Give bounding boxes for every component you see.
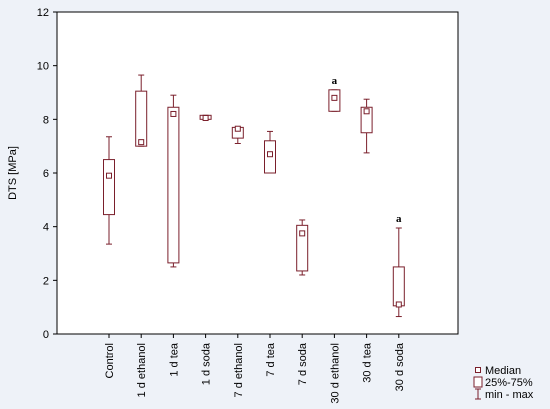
y-axis-title: DTS [MPa]	[7, 146, 19, 200]
x-axis: Control 1 d ethanol 1 d tea 1 d soda 7 d eth…	[104, 334, 406, 404]
box-4	[231, 125, 244, 144]
annotation-7: a	[332, 75, 338, 87]
median-marker	[299, 230, 306, 237]
box-2	[167, 94, 180, 268]
median-marker	[202, 114, 209, 121]
iqr-box	[296, 224, 309, 272]
legend-item-box: 25%-75%	[473, 376, 533, 389]
median-marker	[363, 108, 370, 115]
legend-box-icon	[473, 376, 483, 388]
median-marker	[170, 110, 177, 117]
x-tick-label-4: 7 d ethanol	[233, 343, 245, 397]
median-marker	[106, 172, 112, 179]
y-tick-label-2: 2	[43, 275, 49, 287]
legend-item-whisker: min - max	[475, 388, 534, 401]
plot-area	[56, 11, 459, 335]
box-9: a	[392, 213, 405, 318]
legend-label-median: Median	[485, 365, 521, 377]
iqr-box	[135, 90, 148, 147]
median-marker	[267, 151, 273, 158]
legend-label-whisker: min - max	[485, 389, 534, 401]
box-7: a	[328, 75, 341, 112]
y-tick-label-10: 10	[37, 61, 49, 73]
box-6	[296, 219, 309, 276]
median-marker	[331, 94, 338, 101]
y-tick-label-4: 4	[43, 222, 49, 234]
legend-label-box: 25%-75%	[485, 377, 533, 389]
box-1	[135, 74, 148, 147]
x-tick-label-5: 7 d tea	[265, 342, 277, 377]
legend-item-median: Median	[475, 365, 521, 377]
x-tick-label-7: 30 d ethanol	[329, 343, 341, 404]
x-tick-label-2: 1 d tea	[168, 342, 180, 377]
iqr-box	[167, 106, 180, 264]
y-tick-label-12: 12	[37, 7, 49, 19]
box-0	[103, 136, 115, 245]
iqr-box	[392, 266, 405, 307]
y-tick-label-0: 0	[43, 329, 49, 341]
y-tick-label-6: 6	[43, 168, 49, 180]
box-5	[264, 130, 276, 174]
box-3	[199, 114, 212, 121]
median-marker	[138, 139, 145, 146]
iqr-box	[360, 106, 373, 134]
y-tick-label-8: 8	[43, 114, 49, 126]
box-8	[360, 98, 373, 154]
annotation-9: a	[396, 213, 402, 225]
x-tick-label-9: 30 d soda	[394, 342, 406, 391]
legend-median-icon	[475, 367, 481, 373]
boxes: aa	[103, 74, 405, 318]
iqr-box	[103, 159, 115, 216]
x-tick-label-1: 1 d ethanol	[136, 343, 148, 397]
x-tick-label-0: Control	[104, 343, 116, 378]
y-axis: 0 2 4 6 8 10 12	[37, 7, 57, 341]
median-marker	[234, 125, 241, 132]
median-marker	[395, 301, 402, 308]
x-tick-label-6: 7 d soda	[297, 342, 309, 385]
x-tick-label-8: 30 d tea	[362, 342, 374, 383]
x-tick-label-3: 1 d soda	[201, 342, 213, 385]
